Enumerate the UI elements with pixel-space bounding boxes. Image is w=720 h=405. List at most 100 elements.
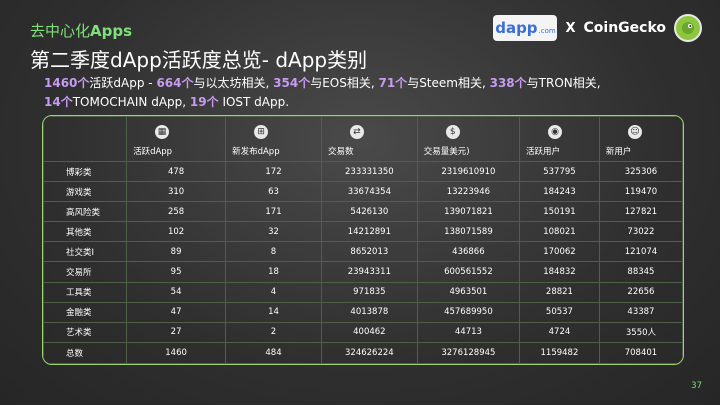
- summary-num-3: 354个: [273, 76, 311, 90]
- cell-new-users: 73022: [598, 221, 683, 243]
- brand-suffix: Apps: [90, 22, 133, 40]
- cell-volume-usd: 4963501: [416, 281, 521, 303]
- header-transactions: ⇄ 交易数: [320, 116, 418, 162]
- exchange-icon: ⇄: [349, 125, 364, 139]
- user-icon: ☺: [627, 125, 642, 139]
- partner-logos: dapp .com X CoinGecko: [493, 14, 702, 42]
- summary-num-4: 71个: [378, 76, 408, 90]
- cell-new-dapp: 171: [225, 201, 322, 223]
- cell-active-dapp: 47: [126, 301, 227, 323]
- page-title: 第二季度dApp活跃度总览- dApp类别: [30, 48, 368, 72]
- header-new-users: ☺ 新用户: [598, 116, 683, 162]
- cell-new-users: 325306: [598, 160, 683, 183]
- cell-active-users: 537795: [519, 160, 600, 183]
- cell-category: 其他类: [43, 221, 128, 243]
- cell-transactions: 233331350: [320, 160, 418, 183]
- cell-transactions: 14212891: [320, 221, 418, 243]
- cell-active-users: 50537: [519, 301, 600, 323]
- grid-icon: ▦: [155, 125, 170, 139]
- cell-transactions: 971835: [320, 281, 418, 303]
- cell-new-users: 43387: [598, 301, 683, 323]
- dapp-logo: dapp .com: [493, 15, 558, 41]
- cell-new-dapp: 32: [225, 221, 322, 243]
- cell-active-dapp: 89: [126, 241, 227, 263]
- header-active-users: ◉ 活跃用户: [519, 116, 600, 162]
- cell-transactions: 33674354: [320, 181, 418, 203]
- cell-new-dapp: 484: [225, 341, 322, 364]
- summary-text-6: TOMOCHAIN dApp,: [72, 95, 190, 109]
- new-app-icon: ⊞: [254, 125, 269, 139]
- cell-active-users: 184243: [519, 181, 600, 203]
- summary-num-7: 19个: [189, 95, 219, 109]
- cell-volume-usd: 44713: [416, 321, 521, 343]
- cell-active-users: 184832: [519, 261, 600, 283]
- cell-volume-usd: 600561552: [416, 261, 521, 283]
- summary-num-2: 664个: [156, 76, 194, 90]
- dapp-logo-suffix: .com: [538, 26, 556, 35]
- cell-volume-usd: 3276128945: [416, 341, 521, 364]
- cell-category: 交易所: [43, 261, 128, 283]
- summary-text: 1460个活跃dApp - 664个与以太坊相关, 354个与EOS相关, 71…: [44, 74, 704, 112]
- table-row: 艺术类 27 2 400462 44713 4724 3550人: [43, 321, 683, 343]
- cell-active-dapp: 27: [126, 321, 227, 343]
- cell-transactions: 5426130: [320, 201, 418, 223]
- cell-category: 工具类: [43, 281, 128, 303]
- cell-volume-usd: 13223946: [416, 181, 521, 203]
- cell-new-users: 88345: [598, 261, 683, 283]
- cell-new-dapp: 8: [225, 241, 322, 263]
- cell-active-dapp: 258: [126, 201, 227, 223]
- cell-transactions: 8652013: [320, 241, 418, 263]
- summary-num-1: 1460个: [44, 76, 90, 90]
- table-row: 博彩类 478 172 233331350 2319610910 537795 325306: [43, 160, 683, 183]
- summary-text-7: IOST dApp.: [218, 95, 290, 109]
- header-empty: [43, 116, 128, 162]
- cell-category: 游戏类: [43, 181, 128, 203]
- cell-volume-usd: 436866: [416, 241, 521, 263]
- summary-text-2: 与以太坊相关,: [193, 76, 274, 90]
- brand-title: 去中心化Apps: [30, 20, 132, 41]
- dapp-logo-text: dapp: [495, 19, 538, 37]
- cell-transactions: 400462: [320, 321, 418, 343]
- cell-new-users: 22656: [598, 281, 683, 303]
- cell-new-dapp: 4: [225, 281, 322, 303]
- coingecko-logo-text: CoinGecko: [583, 20, 667, 36]
- cell-new-dapp: 172: [225, 160, 322, 183]
- cell-new-dapp: 14: [225, 301, 322, 323]
- summary-text-3: 与EOS相关,: [310, 76, 379, 90]
- cell-active-dapp: 95: [126, 261, 227, 283]
- cell-new-dapp: 2: [225, 321, 322, 343]
- table-row: 游戏类 310 63 33674354 13223946 184243 119470: [43, 181, 683, 203]
- cell-volume-usd: 139071821: [416, 201, 521, 223]
- table-row: 交易所 95 18 23943311 600561552 184832 88345: [43, 261, 683, 283]
- cell-active-dapp: 1460: [126, 341, 227, 364]
- summary-text-1: 活跃dApp -: [89, 76, 157, 90]
- table-row: 社交类I 89 8 8652013 436866 170062 121074: [43, 241, 683, 263]
- cell-active-users: 108021: [519, 221, 600, 243]
- cell-volume-usd: 2319610910: [416, 160, 521, 183]
- cell-new-users: 127821: [598, 201, 683, 223]
- table-row: 金融类 47 14 4013878 457689950 50537 43387: [43, 301, 683, 323]
- cell-active-dapp: 478: [126, 160, 227, 183]
- cell-category: 社交类I: [43, 241, 128, 263]
- cell-active-users: 170062: [519, 241, 600, 263]
- gecko-icon: [674, 14, 702, 42]
- summary-text-4: 与Steem相关,: [407, 76, 490, 90]
- times-separator: X: [565, 20, 576, 36]
- cell-transactions: 324626224: [320, 341, 418, 364]
- summary-num-5: 338个: [489, 76, 527, 90]
- table-total-row: 总数 1460 484 324626224 3276128945 1159482 70840…: [43, 341, 683, 364]
- table-row: 工具类 54 4 971835 4963501 28821 22656: [43, 281, 683, 303]
- table-header-row: ▦ 活跃dApp ⊞ 新发布dApp ⇄ 交易数 $ 交易量美元) ◉ 活跃用户 ☺ 新用户: [43, 116, 683, 162]
- table-row: 其他类 102 32 14212891 138071589 108021 73022: [43, 221, 683, 243]
- cell-volume-usd: 457689950: [416, 301, 521, 323]
- cell-transactions: 23943311: [320, 261, 418, 283]
- lock-user-icon: ◉: [548, 125, 563, 139]
- summary-text-5: 与TRON相关,: [526, 76, 601, 90]
- cell-volume-usd: 138071589: [416, 221, 521, 243]
- brand-prefix: 去中心化: [30, 22, 91, 40]
- cell-new-users: 3550人: [598, 321, 683, 343]
- cell-new-dapp: 63: [225, 181, 322, 203]
- cell-active-dapp: 310: [126, 181, 227, 203]
- page-number: 37: [691, 381, 702, 391]
- header-volume-usd: $ 交易量美元): [416, 116, 521, 162]
